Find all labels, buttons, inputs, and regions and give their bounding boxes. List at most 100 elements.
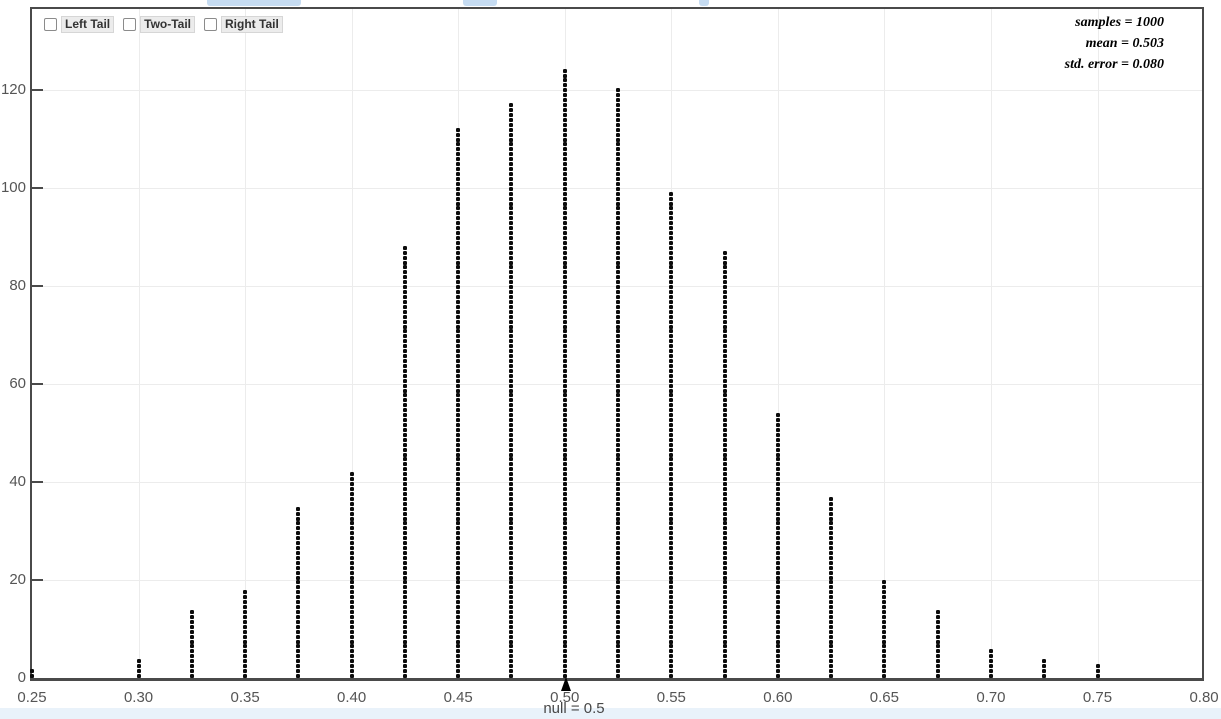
sample-dot: [616, 285, 621, 290]
sample-dot: [562, 122, 567, 127]
sample-dot: [775, 422, 780, 427]
sample-dot: [616, 245, 621, 250]
left-tail-checkbox[interactable]: [44, 18, 57, 31]
sample-dot: [562, 349, 567, 354]
v-gridline: [245, 9, 247, 678]
sample-dot: [402, 639, 407, 644]
sample-dot: [562, 88, 567, 93]
sample-dot: [349, 674, 354, 678]
sample-dot: [669, 457, 674, 462]
sample-dot: [562, 422, 567, 427]
sample-dot: [562, 359, 567, 363]
sample-dot: [456, 319, 461, 324]
sample-dot: [402, 349, 407, 354]
sample-dot: [722, 319, 727, 324]
sample-dot: [722, 339, 727, 344]
clipped-button-remnant-1[interactable]: [207, 0, 301, 6]
sample-dot: [402, 324, 407, 329]
sample-dot: [456, 270, 461, 275]
sample-dot: [402, 610, 407, 615]
sample-dot: [562, 255, 567, 260]
sample-dot: [616, 191, 621, 196]
sample-dot: [669, 359, 674, 363]
sample-dot: [722, 526, 727, 531]
sample-dot: [456, 506, 461, 511]
sample-dot: [669, 334, 674, 339]
y-axis-tick: [31, 89, 43, 91]
sample-dot: [349, 669, 354, 674]
sample-dot: [775, 619, 780, 624]
sample-dot: [562, 388, 567, 393]
sample-dot: [616, 314, 621, 319]
sample-dot: [349, 629, 354, 634]
sample-dot: [296, 536, 301, 541]
sample-dot: [509, 418, 514, 423]
sample-dot: [243, 595, 248, 600]
sample-dot: [562, 418, 567, 423]
sample-dot: [509, 378, 514, 383]
sample-dot: [988, 674, 993, 678]
sample-dot: [669, 639, 674, 644]
two-tail-label: Two-Tail: [140, 16, 196, 33]
sample-dot: [509, 644, 514, 649]
sample-dot: [456, 349, 461, 354]
sample-dot: [402, 462, 407, 467]
sample-dot: [722, 373, 727, 378]
sample-dot: [562, 181, 567, 186]
sample-dot: [882, 605, 887, 610]
sample-dot: [349, 491, 354, 496]
sample-dot: [562, 472, 567, 477]
sample-dot: [402, 555, 407, 560]
sample-dot: [509, 614, 514, 619]
sample-dot: [562, 605, 567, 610]
sample-dot: [562, 373, 567, 378]
sample-dot: [669, 467, 674, 472]
sample-dot: [562, 550, 567, 555]
sample-dot: [456, 388, 461, 393]
sample-dot: [402, 472, 407, 477]
sample-dot: [456, 491, 461, 496]
sample-dot: [402, 295, 407, 300]
sample-dot: [616, 176, 621, 181]
left-tail-checkbox-item[interactable]: Left Tail: [44, 16, 115, 33]
sample-dot: [616, 270, 621, 275]
clipped-button-remnant-3[interactable]: [699, 0, 709, 6]
sample-dot: [669, 674, 674, 678]
clipped-button-remnant-2[interactable]: [463, 0, 497, 6]
sample-dot: [562, 614, 567, 619]
sample-dot: [669, 482, 674, 487]
sample-dot: [882, 644, 887, 649]
two-tail-checkbox[interactable]: [123, 18, 137, 31]
y-tick-label: 80: [9, 277, 26, 294]
sample-dot: [243, 629, 248, 634]
sample-dot: [509, 541, 514, 546]
sample-dot: [402, 486, 407, 491]
right-tail-checkbox[interactable]: [204, 18, 218, 31]
sample-dot: [243, 654, 248, 659]
sample-dot: [456, 516, 461, 521]
sample-dot: [509, 359, 514, 363]
sample-dot: [509, 555, 514, 560]
sample-dot: [243, 619, 248, 624]
sample-dot: [722, 674, 727, 678]
sample-dot: [509, 167, 514, 172]
two-tail-checkbox-item[interactable]: Two-Tail: [123, 16, 196, 33]
sample-dot: [882, 595, 887, 600]
sample-dot: [509, 526, 514, 531]
sample-dot: [562, 142, 567, 147]
sample-dot: [722, 649, 727, 654]
sample-dot: [669, 496, 674, 501]
right-tail-checkbox-item[interactable]: Right Tail: [204, 16, 283, 33]
sample-dot: [136, 674, 141, 678]
sample-dot: [456, 570, 461, 575]
sample-dot: [456, 610, 461, 615]
sample-dot: [456, 467, 461, 472]
sample-dot: [296, 595, 301, 600]
sample-dot: [616, 649, 621, 654]
sample-dot: [722, 654, 727, 659]
sample-dot: [935, 639, 940, 644]
sample-dot: [456, 418, 461, 423]
sample-dot: [616, 526, 621, 531]
sample-dot: [882, 669, 887, 674]
dot-column: [509, 103, 514, 678]
